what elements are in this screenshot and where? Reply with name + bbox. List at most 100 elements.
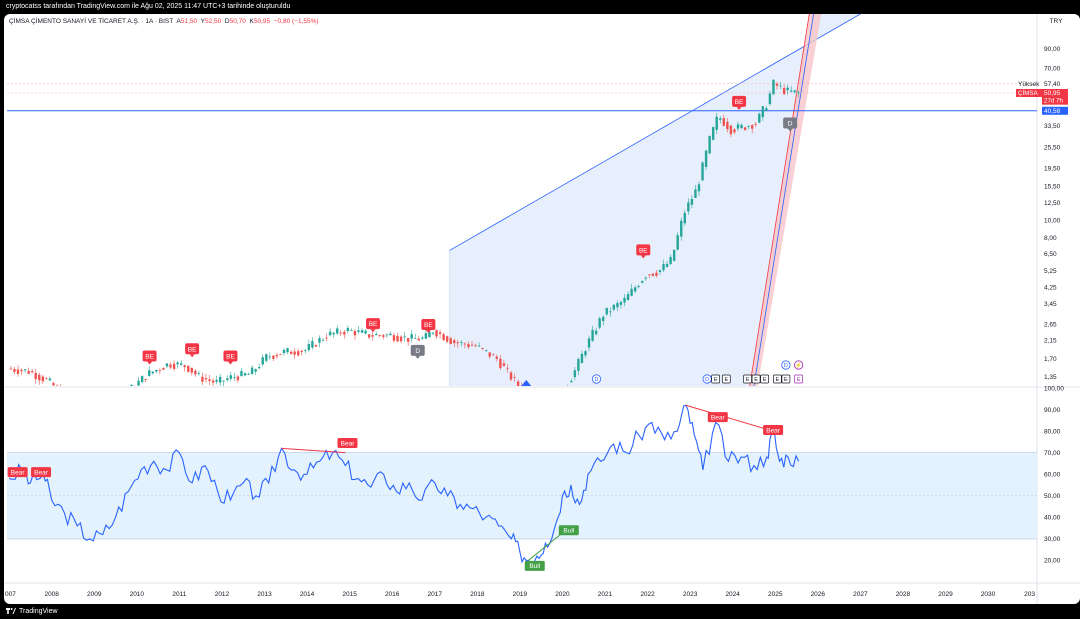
candle xyxy=(495,354,499,362)
candle xyxy=(120,397,122,404)
candle xyxy=(311,337,314,350)
rsi-tick-label: 80,00 xyxy=(1044,428,1061,435)
candle xyxy=(535,394,537,409)
candle xyxy=(20,368,23,375)
candle xyxy=(456,339,460,348)
candle-body xyxy=(66,394,68,396)
candle-body xyxy=(641,281,644,283)
candle-body xyxy=(719,118,722,120)
candle xyxy=(116,400,118,407)
marker-pointer xyxy=(370,329,376,333)
candle xyxy=(502,359,506,367)
label-box xyxy=(337,437,358,448)
candle xyxy=(296,348,300,357)
candle-body xyxy=(396,335,399,342)
candle xyxy=(304,349,307,354)
candle-body xyxy=(123,395,125,397)
chart-panel[interactable]: BE BE BE BE BE BE BE D D D D E E E E E E E D ⚡ E Bear Bear Bear… xyxy=(4,14,1080,604)
candle xyxy=(328,328,332,337)
candle xyxy=(481,347,484,351)
candle xyxy=(382,334,385,340)
candle-body xyxy=(442,334,445,341)
candle xyxy=(353,329,357,340)
candle xyxy=(151,371,154,375)
candles xyxy=(9,79,800,410)
time-tick-label: 2017 xyxy=(428,591,443,598)
candle-body xyxy=(651,273,655,276)
time-tick-label: 2009 xyxy=(87,591,102,598)
candle-body xyxy=(711,127,715,140)
candle-body xyxy=(449,338,452,344)
price-label: 50,95 xyxy=(1042,89,1068,97)
candle xyxy=(74,400,76,404)
candle-body xyxy=(357,330,360,332)
candle xyxy=(41,374,45,384)
candle-body xyxy=(516,381,520,386)
candle xyxy=(318,335,321,348)
candle xyxy=(399,335,403,344)
candle xyxy=(467,341,470,350)
event-square xyxy=(760,374,769,384)
candle xyxy=(55,384,59,386)
candle-body xyxy=(406,338,410,342)
price-tick-label: 70,00 xyxy=(1044,65,1061,72)
event-square xyxy=(751,374,761,384)
price-axis: TRY 90,00 70,00 33,50 25,50 19,50 15,50 12,50 10… xyxy=(1016,18,1068,565)
candle-body xyxy=(371,335,374,337)
candle-body xyxy=(48,378,52,381)
candle xyxy=(350,328,353,331)
candle xyxy=(470,340,474,347)
candle-body xyxy=(155,369,158,372)
candle-body xyxy=(222,380,225,382)
red-steep-line xyxy=(749,14,810,386)
marker-box xyxy=(783,117,798,129)
candle-body xyxy=(708,135,711,154)
be-marker: BE xyxy=(421,318,436,333)
candle xyxy=(113,399,115,410)
candle xyxy=(314,344,318,348)
candle-body xyxy=(453,340,456,344)
candle xyxy=(740,123,743,130)
price-tick-label: 90,00 xyxy=(1044,46,1061,53)
price-tick-label: 8,00 xyxy=(1044,235,1057,242)
label-text: Bull xyxy=(529,563,540,570)
price-tick-label: 3,45 xyxy=(1044,301,1057,308)
candle-body xyxy=(321,339,325,341)
candle-body xyxy=(633,287,637,292)
candle xyxy=(594,327,598,336)
candle-body xyxy=(726,121,729,130)
be-marker: BE xyxy=(732,95,747,110)
change-value: −0,80 (−1,55%) xyxy=(273,18,319,25)
candle-body xyxy=(637,286,640,288)
candle-body xyxy=(176,362,179,365)
candle xyxy=(435,329,438,339)
candle-body xyxy=(584,351,587,356)
time-tick-label: 2013 xyxy=(257,591,272,598)
time-tick-label: 2026 xyxy=(811,591,826,598)
candle xyxy=(697,181,701,196)
high-value: 52,50 xyxy=(204,18,222,25)
candle-body xyxy=(282,349,286,354)
candle-body xyxy=(20,369,23,372)
candle-body xyxy=(463,343,467,345)
candle-body xyxy=(499,358,502,368)
candle xyxy=(204,373,208,383)
candle-body xyxy=(137,380,140,386)
low-value: 50,70 xyxy=(229,18,246,25)
candle-body xyxy=(314,345,318,347)
candle-body xyxy=(113,400,115,405)
candle-body xyxy=(307,344,311,351)
candle-body xyxy=(353,331,357,336)
candle xyxy=(669,254,672,266)
candle-body xyxy=(421,337,424,339)
candle-body xyxy=(598,318,601,328)
be-marker: BE xyxy=(636,244,651,259)
candle-body xyxy=(257,367,261,369)
candle-body xyxy=(492,354,495,356)
marker-label: BE xyxy=(424,322,433,329)
candle xyxy=(528,390,530,401)
price-label: 27d 7h xyxy=(1042,96,1068,105)
price-tick-label: 5,25 xyxy=(1044,268,1057,275)
time-tick-label: 007 xyxy=(5,591,16,598)
